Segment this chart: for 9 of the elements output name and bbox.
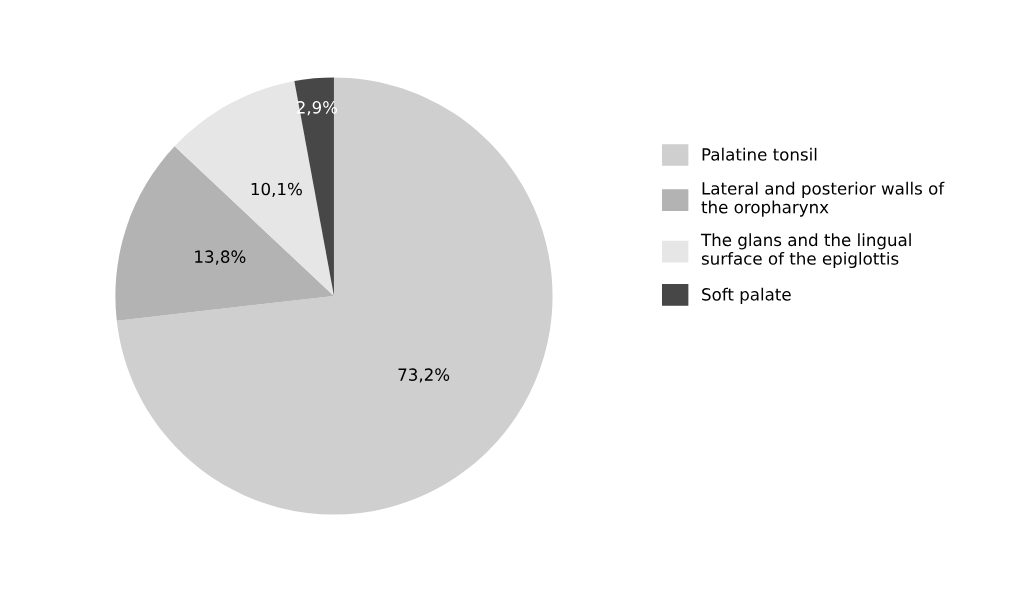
data-label: 73,2% [398, 368, 450, 383]
legend-label: The glans and the lingual surface of the epiglottis [700, 233, 911, 269]
data-label: 13,8% [195, 250, 246, 265]
pie-slice [115, 146, 334, 321]
data-label: 10,1% [251, 182, 302, 197]
legend-label: Soft palate [702, 287, 791, 304]
legend-label: Lateral and posterior walls of the oropharynx [701, 181, 945, 217]
legend-label: Palatine tonsil [702, 147, 817, 161]
pie-slice [116, 77, 553, 515]
